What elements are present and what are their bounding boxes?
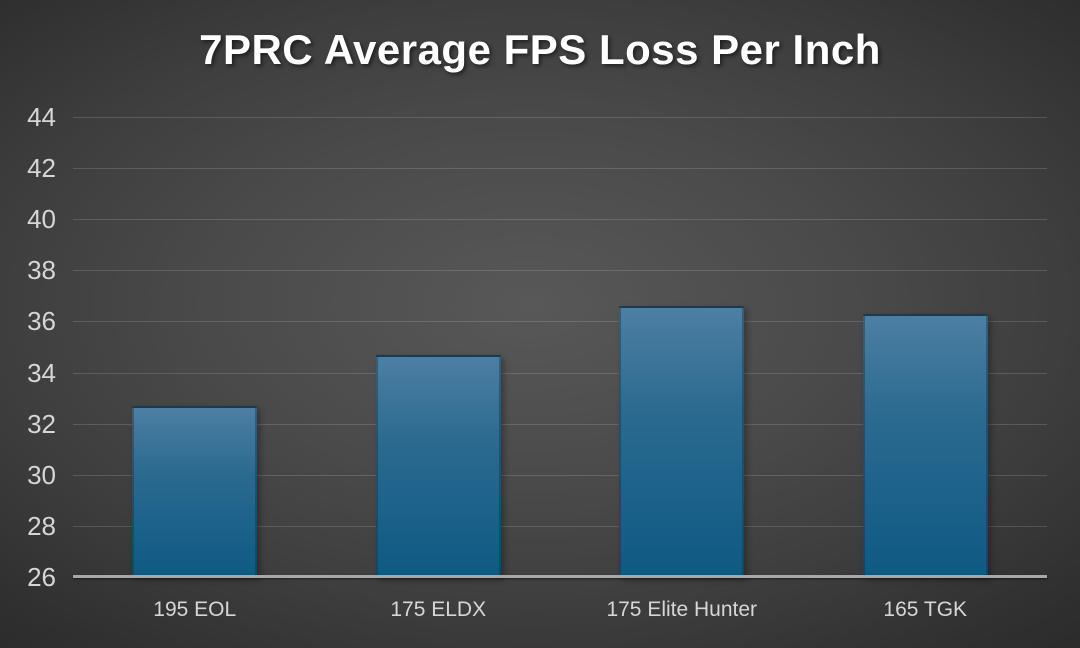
y-tick-label-36: 36 (27, 306, 56, 337)
y-tick-label-30: 30 (27, 459, 56, 490)
gridline-42 (73, 168, 1047, 170)
gridline-30 (73, 474, 1047, 476)
x-tick-label-195-eol: 195 EOL (153, 598, 237, 621)
gridline-40 (73, 219, 1047, 221)
bar-195-eol (132, 405, 258, 577)
y-tick-label-34: 34 (27, 357, 56, 388)
x-tick-label-165-tgk: 165 TGK (883, 598, 968, 621)
chart-title: 7PRC Average FPS Loss Per Inch (199, 26, 881, 73)
y-tick-label-44: 44 (27, 102, 56, 132)
y-tick-label-42: 42 (27, 153, 56, 184)
y-tick-label-32: 32 (27, 408, 56, 439)
x-tick-label-175-elite-hunter: 175 Elite Hunter (606, 598, 758, 621)
bar-165-tgk (862, 313, 988, 577)
bar-175-eldx (375, 354, 501, 577)
y-tick-label-28: 28 (27, 510, 56, 541)
gridline-38 (73, 270, 1047, 272)
plot-area: 26 28 30 32 34 36 38 40 42 44 195 EOL 175 ELDX 175 E… (27, 102, 1047, 621)
x-tick-label-175-eldx: 175 ELDX (390, 598, 487, 621)
bar-175-elite-hunter (619, 306, 745, 577)
x-axis-line (73, 575, 1047, 578)
gridline-36 (73, 321, 1047, 323)
gridline-28 (73, 525, 1047, 527)
gridline-44 (73, 117, 1047, 118)
gridline-34 (73, 372, 1047, 374)
y-tick-label-40: 40 (27, 204, 56, 235)
y-tick-label-26: 26 (27, 562, 56, 592)
y-tick-label-38: 38 (27, 255, 56, 286)
gridline-32 (73, 423, 1047, 425)
